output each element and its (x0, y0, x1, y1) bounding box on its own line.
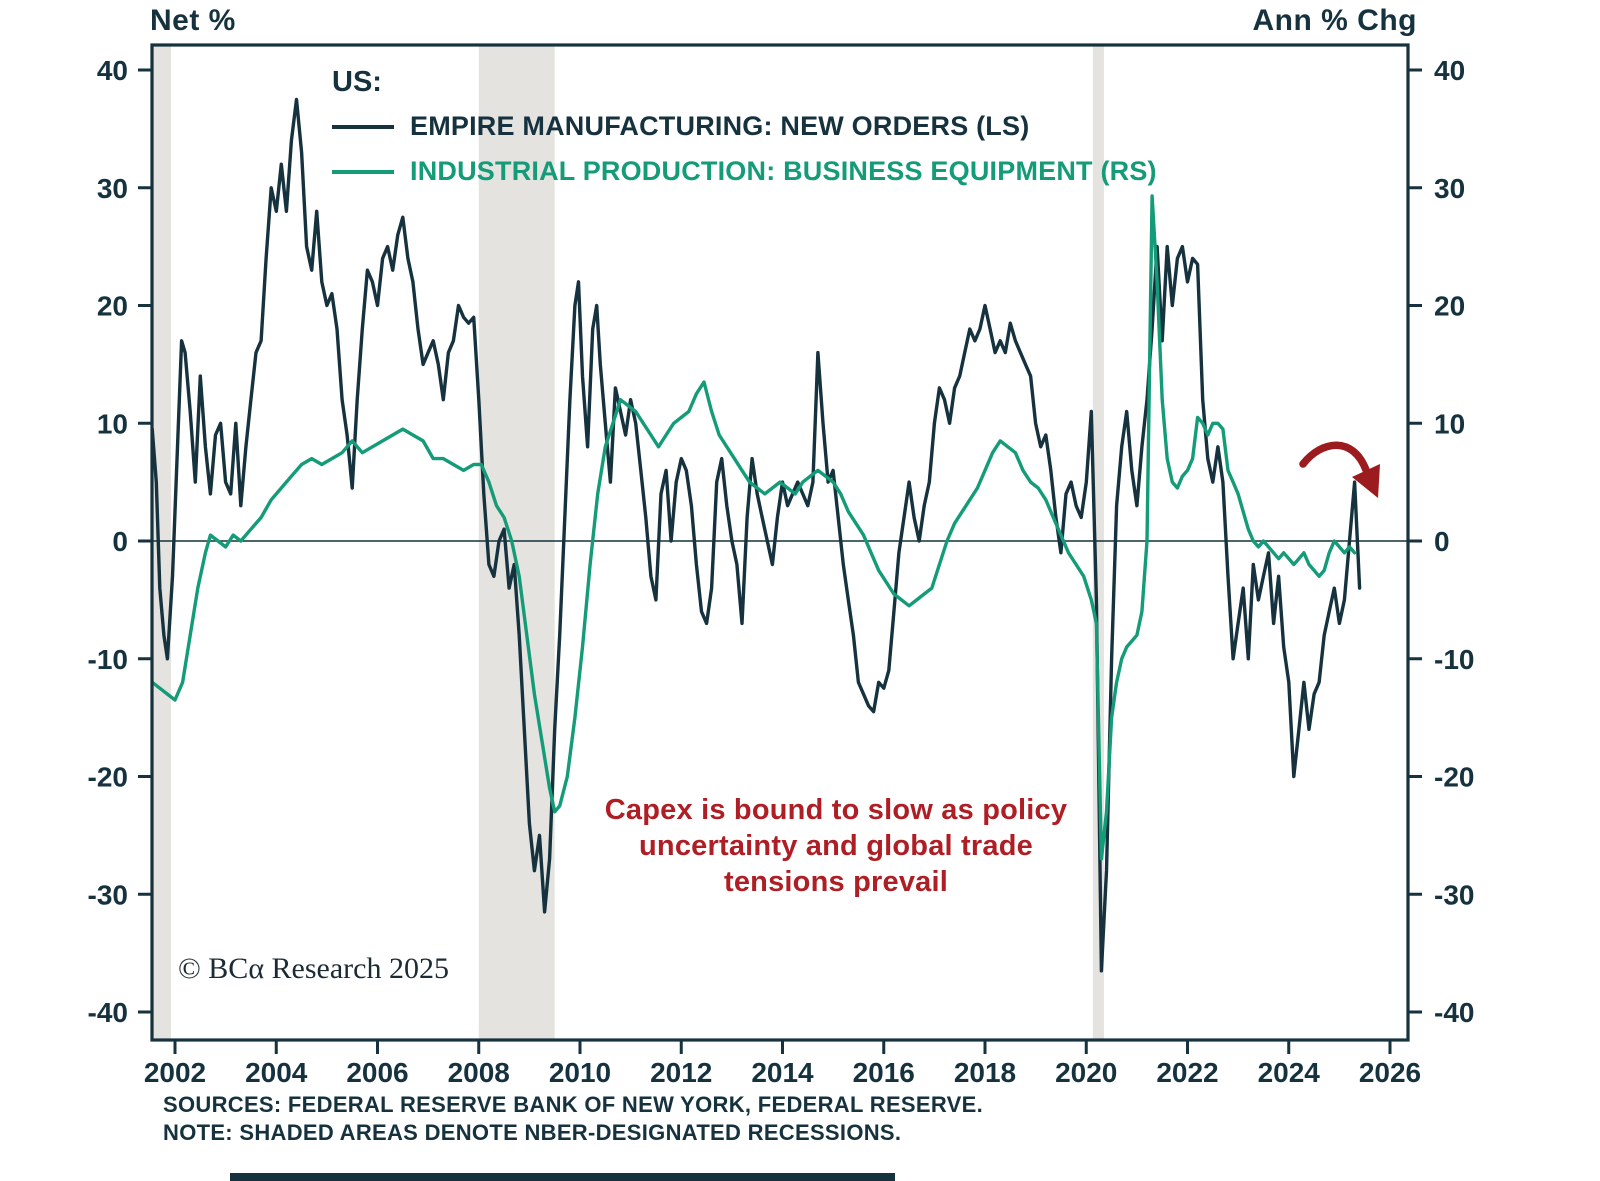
x-tick-label: 2022 (1156, 1057, 1218, 1088)
x-tick-label: 2010 (549, 1057, 611, 1088)
x-tick-label: 2016 (853, 1057, 915, 1088)
x-tick-label: 2026 (1359, 1057, 1421, 1088)
legend-label-empire: EMPIRE MANUFACTURING: NEW ORDERS (LS) (410, 111, 1030, 141)
x-tick-label: 2002 (144, 1057, 206, 1088)
copyright-notice: © BCα Research 2025 (178, 952, 449, 985)
x-tick-label: 2014 (751, 1057, 814, 1088)
left-axis-unit-label: Net % (150, 4, 236, 37)
right-tick-label: -10 (1434, 644, 1474, 675)
right-tick-label: -20 (1434, 762, 1474, 793)
bottom-crop-bar (230, 1173, 895, 1181)
down-arrow (1299, 441, 1370, 474)
legend-item-industrial-production: INDUSTRIAL PRODUCTION: BUSINESS EQUIPMEN… (332, 156, 1157, 187)
x-tick-label: 2018 (954, 1057, 1016, 1088)
recession-band (1092, 45, 1104, 1040)
right-tick-label: -40 (1434, 997, 1474, 1028)
left-tick-label: -40 (88, 997, 128, 1028)
left-tick-label: -10 (88, 644, 128, 675)
legend-item-empire: EMPIRE MANUFACTURING: NEW ORDERS (LS) (332, 111, 1157, 142)
x-tick-label: 2006 (346, 1057, 408, 1088)
left-tick-label: 10 (97, 408, 128, 439)
annotation-text: Capex is bound to slow as policy uncerta… (553, 792, 1119, 900)
x-tick-label: 2024 (1258, 1057, 1321, 1088)
left-tick-label: -30 (88, 879, 128, 910)
right-tick-label: 10 (1434, 408, 1465, 439)
x-tick-label: 2008 (448, 1057, 510, 1088)
navy-line-swatch (332, 124, 394, 129)
left-tick-label: -20 (88, 762, 128, 793)
sources-note: SOURCES: FEDERAL RESERVE BANK OF NEW YOR… (163, 1092, 984, 1117)
right-tick-label: 20 (1434, 291, 1465, 322)
footer: SOURCES: FEDERAL RESERVE BANK OF NEW YOR… (163, 1091, 983, 1147)
x-tick-label: 2020 (1055, 1057, 1117, 1088)
left-tick-label: 30 (97, 173, 128, 204)
annotation-line-2: uncertainty and global trade (639, 830, 1033, 862)
left-tick-label: 0 (112, 526, 128, 557)
x-tick-label: 2012 (650, 1057, 712, 1088)
recession-note: NOTE: SHADED AREAS DENOTE NBER-DESIGNATE… (163, 1120, 902, 1145)
right-tick-label: 30 (1434, 173, 1465, 204)
right-tick-label: 0 (1434, 526, 1450, 557)
teal-line-swatch (332, 169, 394, 174)
annotation-line-1: Capex is bound to slow as policy (604, 794, 1068, 826)
recession-band (152, 45, 171, 1040)
legend-title: US: (332, 66, 382, 98)
right-tick-label: -30 (1434, 879, 1474, 910)
annotation-line-3: tensions prevail (724, 866, 948, 898)
legend-label-industrial-production: INDUSTRIAL PRODUCTION: BUSINESS EQUIPMEN… (410, 156, 1157, 186)
series-line-industrial-production (152, 194, 1357, 861)
right-tick-label: 40 (1434, 55, 1465, 86)
x-tick-label: 2004 (245, 1057, 308, 1088)
right-axis-unit-label: Ann % Chg (1252, 4, 1417, 37)
legend: US: EMPIRE MANUFACTURING: NEW ORDERS (LS… (332, 66, 1157, 201)
left-tick-label: 40 (97, 55, 128, 86)
left-tick-label: 20 (97, 291, 128, 322)
down-arrow-head (1352, 464, 1380, 498)
